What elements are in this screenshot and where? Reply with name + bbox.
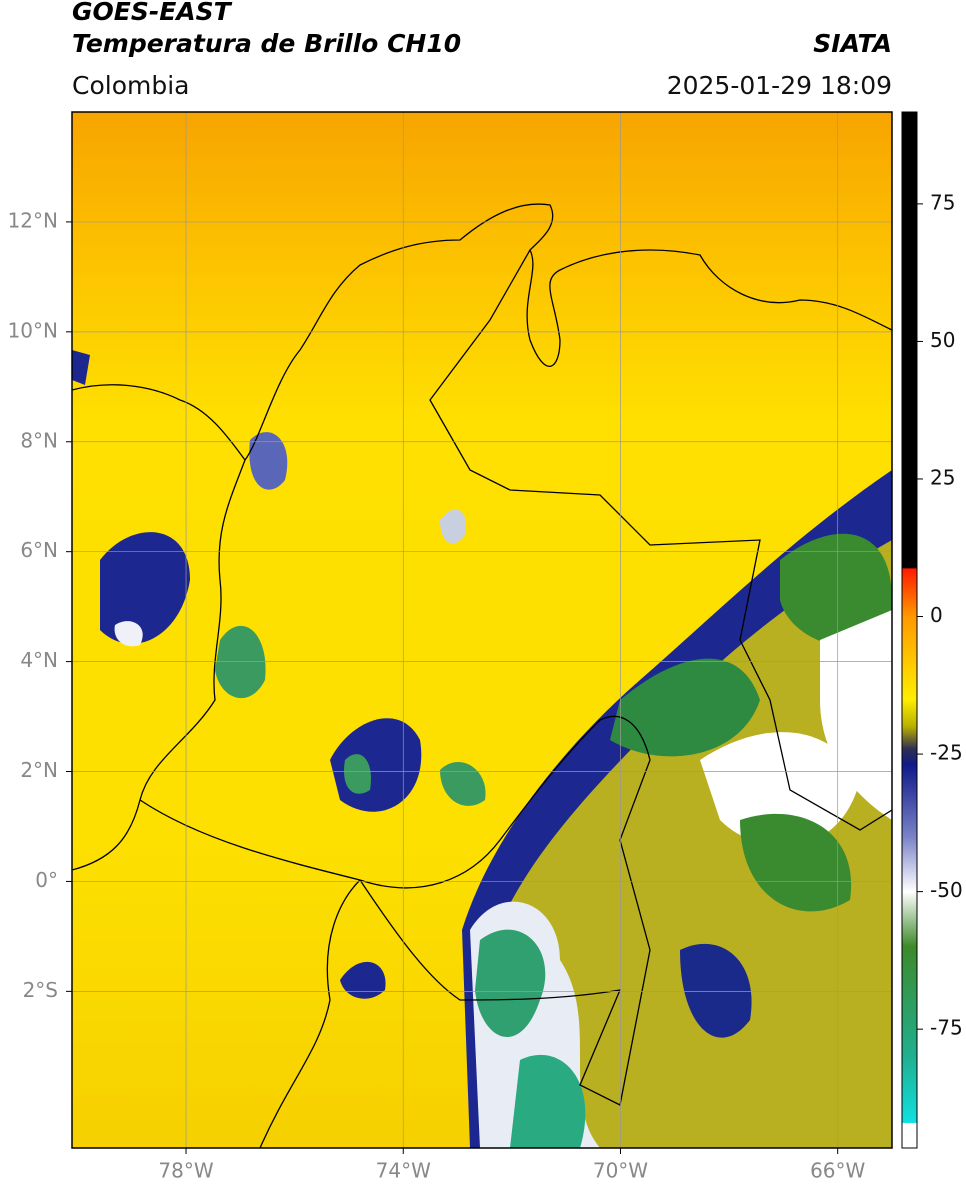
cloud-green [475, 929, 546, 1038]
cloud-white [440, 509, 466, 544]
colorbar-tick-label: 50 [930, 328, 955, 352]
colorbar-tick-label: 0 [930, 603, 943, 627]
map-image [72, 112, 892, 1148]
cloud-olive [490, 540, 892, 1148]
satellite: GOES-EAST [72, 0, 233, 26]
cloud-cold [680, 943, 752, 1038]
cloud-green [610, 658, 760, 757]
cloud-green [440, 761, 486, 806]
y-tick-label: 8°N [20, 428, 58, 452]
y-tick-label: 4°N [20, 648, 58, 672]
colorbar-tick-label: -75 [930, 1016, 963, 1040]
cloud-green [344, 754, 371, 794]
coast [72, 459, 246, 871]
cloud-cold [249, 432, 288, 490]
region: Colombia [72, 71, 189, 100]
cloud-green [780, 533, 892, 648]
colorbar-tick-label: -25 [930, 741, 963, 765]
cloud-white [114, 621, 143, 647]
product: Temperatura de Brillo CH10 [72, 29, 461, 58]
border [139, 799, 361, 881]
x-tick-label: 70°W [593, 1159, 648, 1183]
coast [259, 879, 361, 1148]
x-tick-label: 78°W [158, 1159, 213, 1183]
cloud-cold [340, 961, 386, 999]
y-tick-label: 0° [35, 868, 58, 892]
cloud-green [215, 625, 266, 699]
cloud-green [740, 813, 852, 912]
y-tick-label: 2°S [23, 978, 58, 1002]
cloud-cold [100, 532, 190, 644]
border [359, 715, 651, 1106]
organization: SIATA [813, 29, 892, 58]
coast [72, 203, 892, 462]
y-tick-label: 6°N [20, 538, 58, 562]
border [429, 249, 892, 831]
cloud-white [700, 732, 860, 847]
map-frame [71, 111, 893, 1149]
x-tick-label: 74°W [376, 1159, 431, 1183]
colorbar-tick-label: -50 [930, 878, 963, 902]
colorbar-tick-label: 75 [930, 190, 955, 214]
y-tick-label: 2°N [20, 758, 58, 782]
cloud-green [510, 1054, 586, 1148]
x-tick-label: 66°W [810, 1159, 865, 1183]
coastlines [72, 203, 892, 1148]
y-tick-label: 12°N [8, 208, 58, 232]
colorbar [901, 111, 918, 1149]
timestamp: 2025-01-29 18:09 [667, 71, 892, 100]
y-tick-label: 10°N [8, 318, 58, 342]
grid [72, 112, 892, 1148]
cloud-cold [72, 350, 90, 385]
colorbar-tick-label: 25 [930, 465, 955, 489]
